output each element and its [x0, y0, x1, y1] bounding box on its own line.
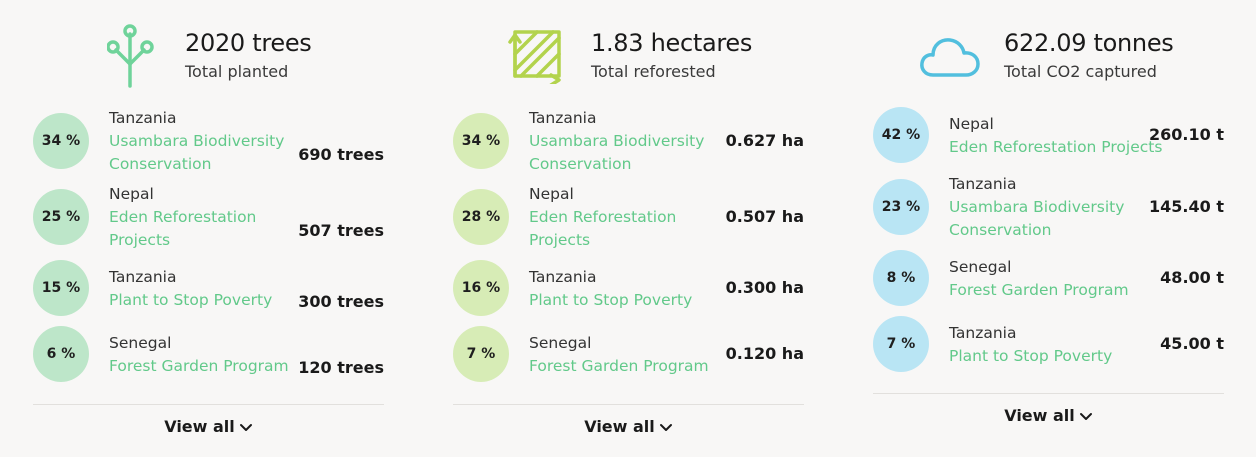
list-item: 34 % Tanzania Usambara Biodiversity Cons… — [33, 107, 384, 175]
view-all-label: View all — [584, 417, 655, 436]
divider — [873, 393, 1224, 394]
amount-value: 507 trees — [298, 221, 384, 240]
country-label: Tanzania — [109, 268, 177, 286]
country-label: Tanzania — [529, 109, 597, 127]
amount-value: 45.00 t — [1160, 334, 1224, 353]
view-all-button[interactable]: View all — [33, 417, 384, 436]
project-link[interactable]: Usambara Biodiversity Conservation — [949, 198, 1125, 239]
list-item: 16 % Tanzania Plant to Stop Poverty 0.30… — [453, 260, 804, 316]
view-all-label: View all — [164, 417, 235, 436]
list-item: 6 % Senegal Forest Garden Program 120 tr… — [33, 326, 384, 382]
project-link[interactable]: Forest Garden Program — [949, 281, 1129, 299]
total-trees-caption: Total planted — [185, 62, 289, 81]
view-all-label: View all — [1004, 406, 1075, 425]
percent-badge: 42 % — [873, 107, 929, 163]
list-item: 7 % Senegal Forest Garden Program 0.120 … — [453, 326, 804, 382]
percent-badge: 28 % — [453, 189, 509, 245]
project-link[interactable]: Plant to Stop Poverty — [949, 347, 1113, 365]
list-item: 8 % Senegal Forest Garden Program 48.00 … — [873, 250, 1224, 306]
chevron-down-icon — [659, 423, 672, 431]
country-label: Senegal — [529, 334, 592, 352]
chevron-down-icon — [239, 423, 252, 431]
amount-value: 0.120 ha — [725, 344, 804, 363]
amount-value: 690 trees — [298, 145, 384, 164]
country-label: Tanzania — [529, 268, 597, 286]
total-trees-value: 2020 trees — [185, 29, 312, 57]
amount-value: 300 trees — [298, 292, 384, 311]
project-link[interactable]: Eden Reforestation Projects — [109, 208, 257, 249]
chevron-down-icon — [1079, 412, 1092, 420]
divider — [33, 404, 384, 405]
amount-value: 260.10 t — [1149, 125, 1224, 144]
total-hectares-caption: Total reforested — [591, 62, 716, 81]
percent-badge: 23 % — [873, 179, 929, 235]
list-item: 28 % Nepal Eden Reforestation Projects 0… — [453, 183, 804, 251]
total-co2-value: 622.09 tonnes — [1004, 29, 1174, 57]
list-item: 42 % Nepal Eden Reforestation Projects 2… — [873, 107, 1224, 163]
country-label: Tanzania — [109, 109, 177, 127]
project-link[interactable]: Plant to Stop Poverty — [109, 291, 273, 309]
list-item: 23 % Tanzania Usambara Biodiversity Cons… — [873, 173, 1224, 241]
amount-value: 0.627 ha — [725, 131, 804, 150]
country-label: Nepal — [109, 185, 154, 203]
country-label: Nepal — [529, 185, 574, 203]
list-item: 15 % Tanzania Plant to Stop Poverty 300 … — [33, 260, 384, 316]
percent-badge: 7 % — [873, 316, 929, 372]
divider — [453, 404, 804, 405]
percent-badge: 6 % — [33, 326, 89, 382]
project-link[interactable]: Usambara Biodiversity Conservation — [529, 132, 705, 173]
project-link[interactable]: Eden Reforestation Projects — [529, 208, 677, 249]
country-label: Tanzania — [949, 324, 1017, 342]
project-link[interactable]: Forest Garden Program — [529, 357, 709, 375]
percent-badge: 25 % — [33, 189, 89, 245]
percent-badge: 34 % — [453, 113, 509, 169]
project-link[interactable]: Plant to Stop Poverty — [529, 291, 693, 309]
percent-badge: 15 % — [33, 260, 89, 316]
percent-badge: 34 % — [33, 113, 89, 169]
list-item: 7 % Tanzania Plant to Stop Poverty 45.00… — [873, 316, 1224, 372]
list-item: 25 % Nepal Eden Reforestation Projects 5… — [33, 183, 384, 251]
amount-value: 0.300 ha — [725, 278, 804, 297]
view-all-button[interactable]: View all — [873, 406, 1224, 425]
project-link[interactable]: Forest Garden Program — [109, 357, 289, 375]
percent-badge: 8 % — [873, 250, 929, 306]
amount-value: 120 trees — [298, 358, 384, 377]
amount-value: 145.40 t — [1149, 197, 1224, 216]
country-label: Senegal — [109, 334, 172, 352]
amount-value: 48.00 t — [1160, 268, 1224, 287]
total-co2-caption: Total CO2 captured — [1004, 62, 1157, 81]
list-item: 34 % Tanzania Usambara Biodiversity Cons… — [453, 107, 804, 175]
cloud-icon — [920, 38, 980, 77]
total-hectares-value: 1.83 hectares — [591, 29, 753, 57]
country-label: Tanzania — [949, 175, 1017, 193]
country-label: Nepal — [949, 115, 994, 133]
percent-badge: 16 % — [453, 260, 509, 316]
amount-value: 0.507 ha — [725, 207, 804, 226]
view-all-button[interactable]: View all — [453, 417, 804, 436]
project-link[interactable]: Usambara Biodiversity Conservation — [109, 132, 285, 173]
project-link[interactable]: Eden Reforestation Projects — [949, 138, 1163, 156]
country-label: Senegal — [949, 258, 1012, 276]
tree-sprout-icon — [107, 24, 154, 88]
hatched-area-expand-icon — [508, 30, 561, 84]
percent-badge: 7 % — [453, 326, 509, 382]
